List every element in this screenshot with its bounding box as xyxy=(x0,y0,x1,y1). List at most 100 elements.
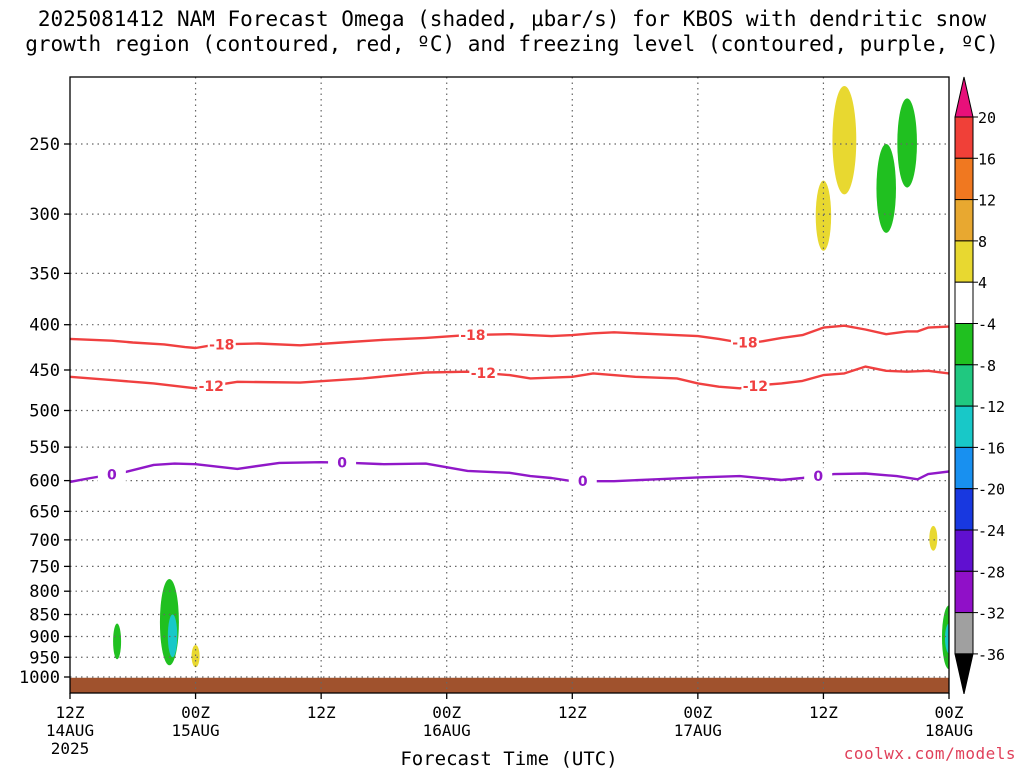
colorbar-label: 8 xyxy=(978,233,987,251)
contour-label-bg xyxy=(804,468,833,485)
colorbar-segment xyxy=(954,323,974,366)
y-tick-label: 300 xyxy=(29,205,60,225)
contour-label-bg xyxy=(730,334,759,351)
y-tick-label: 800 xyxy=(29,582,60,602)
contour-label-bg xyxy=(207,336,236,353)
x-tick-label: 16AUG xyxy=(423,721,471,740)
colorbar-segment xyxy=(954,612,974,655)
y-tick-label: 500 xyxy=(29,402,60,422)
x-tick-label: 12Z xyxy=(307,703,336,722)
contour-label: -12 xyxy=(743,379,768,395)
y-tick-label: 700 xyxy=(29,531,60,551)
x-axis-title: Forecast Time (UTC) xyxy=(400,748,617,768)
chart-title-line-2: growth region (contoured, red, ºC) and f… xyxy=(25,32,999,56)
contour-line-minus12 xyxy=(70,365,949,390)
terrain-fill xyxy=(70,677,949,693)
colorbar-arrow-bottom xyxy=(954,653,974,695)
y-tick-label: 850 xyxy=(29,606,60,626)
colorbar-arrow-top xyxy=(954,76,974,118)
x-tick-label: 00Z xyxy=(432,703,461,722)
colorbar-label: -12 xyxy=(978,398,1005,416)
y-axis: 2503003504004505005506006507007508008509… xyxy=(19,135,70,688)
colorbar-segment xyxy=(954,529,974,572)
x-tick-label: 00Z xyxy=(683,703,712,722)
contour-label: -18 xyxy=(460,328,485,344)
y-tick-label: 400 xyxy=(29,316,60,336)
omega-blob xyxy=(191,644,200,668)
y-tick-label: 650 xyxy=(29,502,60,522)
contour-label-bg xyxy=(741,377,770,394)
colorbar-segment xyxy=(954,199,974,242)
contour-label: 0 xyxy=(813,469,823,485)
contour-label-bg xyxy=(197,377,226,394)
y-tick-label: 550 xyxy=(29,438,60,458)
contour-label-bg xyxy=(568,473,597,490)
y-tick-label: 900 xyxy=(29,627,60,647)
omega-blob xyxy=(876,144,896,233)
colorbar-segment xyxy=(954,116,974,159)
contour-label-bg xyxy=(328,454,357,471)
colorbar-segment xyxy=(954,405,974,448)
x-tick-label: 14AUG xyxy=(46,721,94,740)
colorbar-segment xyxy=(954,240,974,283)
x-tick-label: 2025 xyxy=(51,739,90,758)
source-credit: coolwx.com/models xyxy=(843,744,1016,763)
y-tick-label: 1000 xyxy=(19,668,60,688)
contour-line-0 xyxy=(70,461,949,484)
x-tick-label: 12Z xyxy=(558,703,587,722)
colorbar-segment xyxy=(954,157,974,201)
contour-label: -18 xyxy=(732,335,757,351)
colorbar-label: 20 xyxy=(978,109,996,127)
contour-lines: -18 -18 -18 -12 -12 -12 0 0 0 0 xyxy=(70,324,949,490)
omega-blob xyxy=(167,614,178,658)
x-tick-label: 15AUG xyxy=(171,721,219,740)
colorbar-segment xyxy=(954,570,974,614)
y-tick-label: 750 xyxy=(29,557,60,577)
contour-line-minus18 xyxy=(70,324,949,350)
contour-label: -18 xyxy=(209,337,234,353)
plot-frame xyxy=(69,76,950,694)
colorbar-label: -16 xyxy=(978,439,1005,457)
colorbar-label: -4 xyxy=(978,316,996,334)
omega-blob xyxy=(929,525,938,551)
y-tick-label: 350 xyxy=(29,264,60,284)
omega-blob xyxy=(897,98,917,188)
contour-label: 0 xyxy=(337,456,347,472)
colorbar-label: -24 xyxy=(978,522,1005,540)
contour-label-bg xyxy=(97,466,126,483)
colorbar-label: -32 xyxy=(978,605,1005,623)
chart-title-line-1: 2025081412 NAM Forecast Omega (shaded, µ… xyxy=(37,7,987,31)
y-tick-label: 950 xyxy=(29,648,60,668)
x-tick-label: 00Z xyxy=(935,703,964,722)
omega-colorbar: 20 16 12 8 4 -4 -8 -12 -16 -20 -24 -28 -32 -36 xyxy=(954,76,1005,695)
omega-blob xyxy=(945,623,949,654)
y-tick-label: 600 xyxy=(29,472,60,492)
x-tick-label: 12Z xyxy=(56,703,85,722)
x-tick-label: 12Z xyxy=(809,703,838,722)
contour-label: 0 xyxy=(107,468,117,484)
x-tick-label: 18AUG xyxy=(925,721,973,740)
colorbar-label: -28 xyxy=(978,563,1005,581)
colorbar-segment xyxy=(954,281,974,325)
colorbar-label: -20 xyxy=(978,481,1005,499)
terrain-layer xyxy=(70,677,949,693)
colorbar-segment xyxy=(954,488,974,531)
grid-lines xyxy=(70,77,949,693)
y-tick-label: 450 xyxy=(29,361,60,381)
contour-label: -12 xyxy=(199,379,224,395)
x-tick-label: 00Z xyxy=(181,703,210,722)
colorbar-label: 16 xyxy=(978,150,996,168)
omega-blob xyxy=(113,623,122,660)
colorbar-label: 4 xyxy=(978,274,987,292)
colorbar-label: -8 xyxy=(978,357,996,375)
y-tick-label: 250 xyxy=(29,135,60,155)
omega-blob xyxy=(832,86,857,195)
contour-label: 0 xyxy=(578,474,588,490)
colorbar-segment xyxy=(954,364,974,407)
x-tick-label: 17AUG xyxy=(674,721,722,740)
contour-label-bg xyxy=(458,327,487,344)
contour-label-bg xyxy=(469,364,498,381)
contour-label: -12 xyxy=(471,366,496,382)
